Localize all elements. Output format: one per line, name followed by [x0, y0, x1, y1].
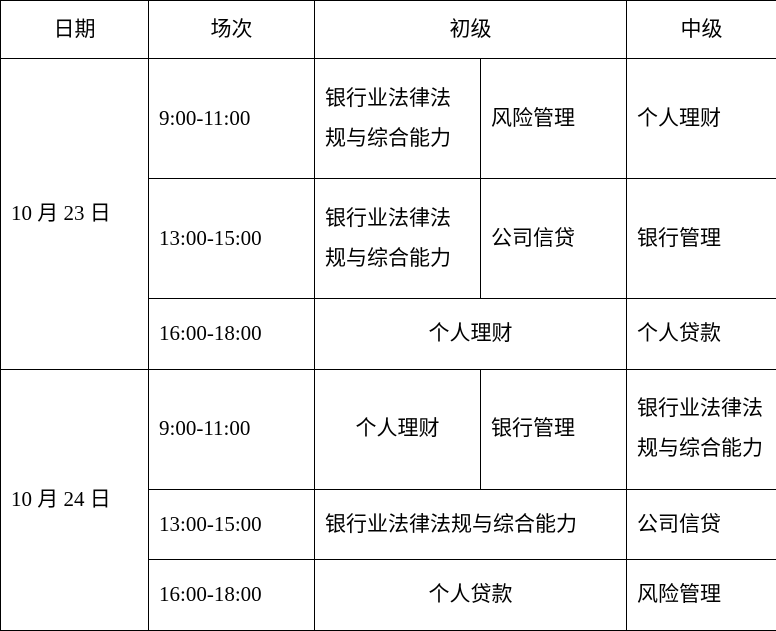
session-time: 9:00-11:00: [149, 369, 315, 489]
header-junior: 初级: [315, 1, 627, 59]
senior-subject: 个人理财: [627, 59, 776, 179]
header-senior: 中级: [627, 1, 776, 59]
junior-subject-merged: 银行业法律法规与综合能力: [315, 489, 627, 560]
junior-subject-b: 银行管理: [481, 369, 627, 489]
header-session: 场次: [149, 1, 315, 59]
session-time: 16:00-18:00: [149, 560, 315, 631]
header-date: 日期: [1, 1, 149, 59]
session-time: 9:00-11:00: [149, 59, 315, 179]
schedule-table: 日期 场次 初级 中级 10 月 23 日 9:00-11:00 银行业法律法规…: [0, 0, 776, 631]
junior-subject-b: 公司信贷: [481, 179, 627, 299]
junior-subject-a: 个人理财: [315, 369, 481, 489]
junior-subject-a: 银行业法律法规与综合能力: [315, 179, 481, 299]
senior-subject: 公司信贷: [627, 489, 776, 560]
session-time: 13:00-15:00: [149, 179, 315, 299]
header-row: 日期 场次 初级 中级: [1, 1, 776, 59]
junior-subject-b: 风险管理: [481, 59, 627, 179]
date-cell: 10 月 23 日: [1, 59, 149, 370]
junior-subject-a: 银行业法律法规与综合能力: [315, 59, 481, 179]
senior-subject: 银行业法律法规与综合能力: [627, 369, 776, 489]
senior-subject: 风险管理: [627, 560, 776, 631]
session-time: 13:00-15:00: [149, 489, 315, 560]
date-cell: 10 月 24 日: [1, 369, 149, 630]
table-row: 10 月 23 日 9:00-11:00 银行业法律法规与综合能力 风险管理 个…: [1, 59, 776, 179]
senior-subject: 个人贷款: [627, 299, 776, 370]
senior-subject: 银行管理: [627, 179, 776, 299]
session-time: 16:00-18:00: [149, 299, 315, 370]
table-row: 10 月 24 日 9:00-11:00 个人理财 银行管理 银行业法律法规与综…: [1, 369, 776, 489]
junior-subject-merged: 个人贷款: [315, 560, 627, 631]
junior-subject-merged: 个人理财: [315, 299, 627, 370]
